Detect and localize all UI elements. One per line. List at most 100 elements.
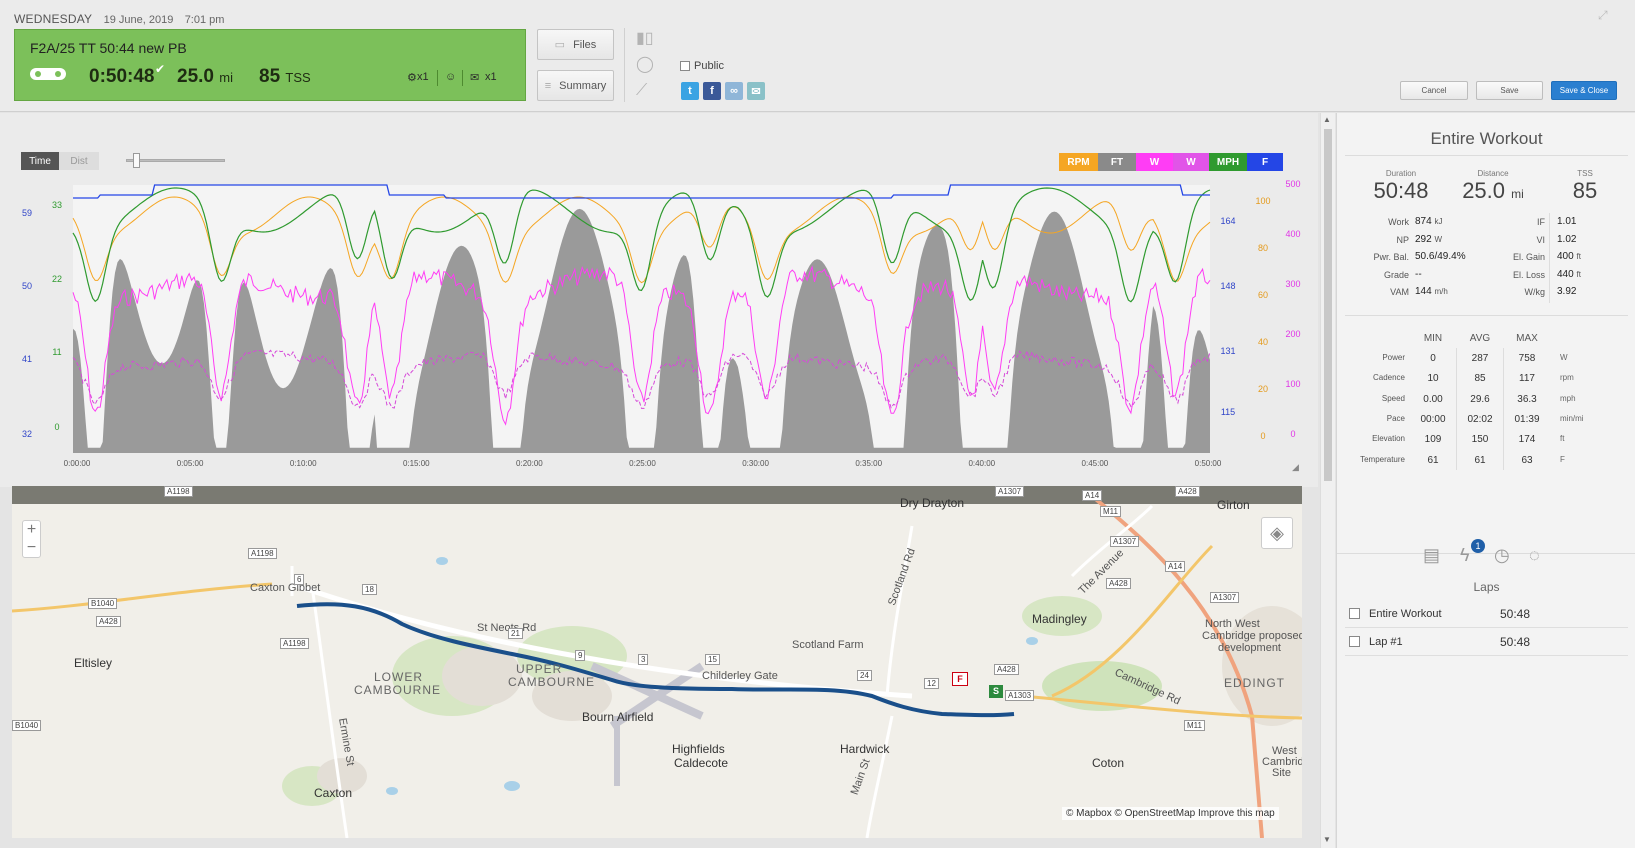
expand-icon[interactable]: ⤢ [1598,8,1608,22]
route-marker[interactable]: 3 [638,654,649,665]
map-label: development [1218,642,1281,654]
divider [1456,348,1457,470]
lap-time: 50:48 [1500,606,1531,621]
legend-item-w[interactable]: W [1173,153,1209,171]
zoom-slider-handle[interactable] [133,153,140,168]
avg-value: 29.6 [1470,393,1490,405]
stat-value: 1.02 [1557,234,1627,245]
route-marker[interactable]: 18 [362,584,377,595]
tss-label: TSS [1577,169,1593,178]
legend-item-rpm[interactable]: RPM [1059,153,1098,171]
map-attribution[interactable]: © Mapbox © OpenStreetMap Improve this ma… [1062,807,1279,820]
lap-checkbox[interactable] [1349,636,1360,647]
start-marker[interactable]: S [989,685,1003,698]
x-tick-label: 0:45:00 [1082,459,1109,468]
x-tick-label: 0:00:00 [64,459,91,468]
lap-checkbox[interactable] [1349,608,1360,619]
legend-item-f[interactable]: F [1247,153,1283,171]
lightning-icon[interactable]: ϟ [1460,545,1470,565]
series-f [73,184,1210,199]
axis-label-right-blue: 164 [1220,216,1235,226]
route-marker[interactable]: 21 [508,628,523,639]
road-shield: B1040 [88,598,118,609]
road-shield: A1307 [1210,592,1240,603]
zoom-slider-track[interactable] [126,159,225,162]
stat-label: VI [1536,234,1545,245]
comment-icon[interactable]: ✉ [470,72,480,84]
road-shield: A14 [1165,561,1186,572]
map-layers-button[interactable]: ◈ [1261,517,1293,549]
route-marker[interactable]: 6 [294,574,305,585]
road-shield: B1040 [12,720,42,731]
axis-label-right-blue: 115 [1221,407,1235,417]
graph-icon[interactable]: ⟋ [636,82,648,99]
stat-label: Work [1388,217,1409,227]
scroll-up-icon[interactable]: ▲ [1323,115,1331,124]
legend-item-ft[interactable]: FT [1098,153,1136,171]
axis-label-right-orange: 20 [1258,384,1268,394]
link-icon[interactable]: ∞ [725,82,743,100]
files-button[interactable]: ▭ Files [537,29,614,60]
map-zoom-control[interactable]: + − [22,520,41,558]
workout-chart[interactable]: 5950413233221101641481311151008060402005… [0,180,1318,480]
max-value: 36.3 [1517,393,1537,405]
series-ft [73,208,1210,453]
zoom-out-icon[interactable]: − [26,539,37,556]
route-marker[interactable]: 24 [857,670,872,681]
map-label: Caxton Gibbet [250,582,321,594]
x-tick-label: 0:05:00 [177,459,204,468]
notes-icon[interactable]: ▤ [1423,545,1441,565]
bar-chart-icon[interactable]: ▮▯ [636,30,654,47]
equipment-count: x1 [417,71,429,83]
resize-handle-icon[interactable]: ◢ [1292,462,1299,472]
map-label: Cambridge [1262,756,1302,768]
summary-button[interactable]: ≡ Summary [537,70,614,101]
route-map[interactable]: Dry Drayton Girton Madingley Eltisley LOWER C… [12,486,1302,838]
legend-item-mph[interactable]: MPH [1209,153,1247,171]
email-icon[interactable]: ✉ [747,82,765,100]
distance-stat-unit: mi [1511,187,1524,201]
map-label: Highfields [672,742,725,756]
column-header: MIN [1423,333,1443,344]
tss-number: 85 [259,66,281,87]
facebook-icon[interactable]: f [703,82,721,100]
legend-item-w[interactable]: W [1136,153,1173,171]
speech-bubble-icon[interactable]: ◯ [636,56,654,73]
distance-value: 25.0 mi [177,66,233,88]
distance-stat-number: 25.0 [1462,178,1506,203]
column-header: MAX [1516,333,1538,344]
row-label: Pace [1386,413,1405,423]
page-scrollbar[interactable]: ▲ ▼ [1320,113,1335,848]
time-toggle[interactable]: Time [21,152,59,170]
dotted-circle-icon[interactable]: ◌ [1529,545,1540,565]
equipment-icon[interactable]: ⚙ [407,72,417,84]
map-label: St Neots Rd [477,622,537,634]
lap-row[interactable]: Lap #1 50:48 [1345,628,1628,656]
route-marker[interactable]: 9 [575,650,586,661]
zoom-in-icon[interactable]: + [26,521,37,538]
route-marker[interactable]: 12 [924,678,939,689]
divider [1337,553,1635,554]
save-button[interactable]: Save [1476,81,1543,100]
scroll-down-icon[interactable]: ▼ [1323,835,1331,844]
lap-row[interactable]: Entire Workout 50:48 [1345,600,1628,628]
stat-value: 292 W [1415,234,1505,245]
feeling-icon[interactable]: ☺ [445,71,457,83]
twitter-icon[interactable]: t [681,82,699,100]
stopwatch-icon[interactable]: ◷ [1494,545,1510,565]
public-toggle[interactable]: Public [680,60,724,72]
save-close-button[interactable]: Save & Close [1551,81,1617,100]
cancel-button[interactable]: Cancel [1400,81,1468,100]
laps-heading: Laps [1473,580,1500,594]
distance-toggle[interactable]: Dist [59,152,99,170]
stat-label: Grade [1383,269,1409,280]
road-shield: A1198 [280,638,309,649]
road-shield: A428 [96,616,121,627]
workout-header: WEDNESDAY 19 June, 2019 7:01 pm F2A/25 T… [0,0,1635,112]
finish-marker[interactable]: F [952,672,968,686]
public-checkbox[interactable] [680,61,690,71]
route-marker[interactable]: 15 [705,654,720,665]
scrollbar-thumb[interactable] [1324,129,1332,481]
road-shield: A1307 [1110,536,1140,547]
workout-title[interactable]: F2A/25 TT 50:44 new PB [30,40,187,56]
